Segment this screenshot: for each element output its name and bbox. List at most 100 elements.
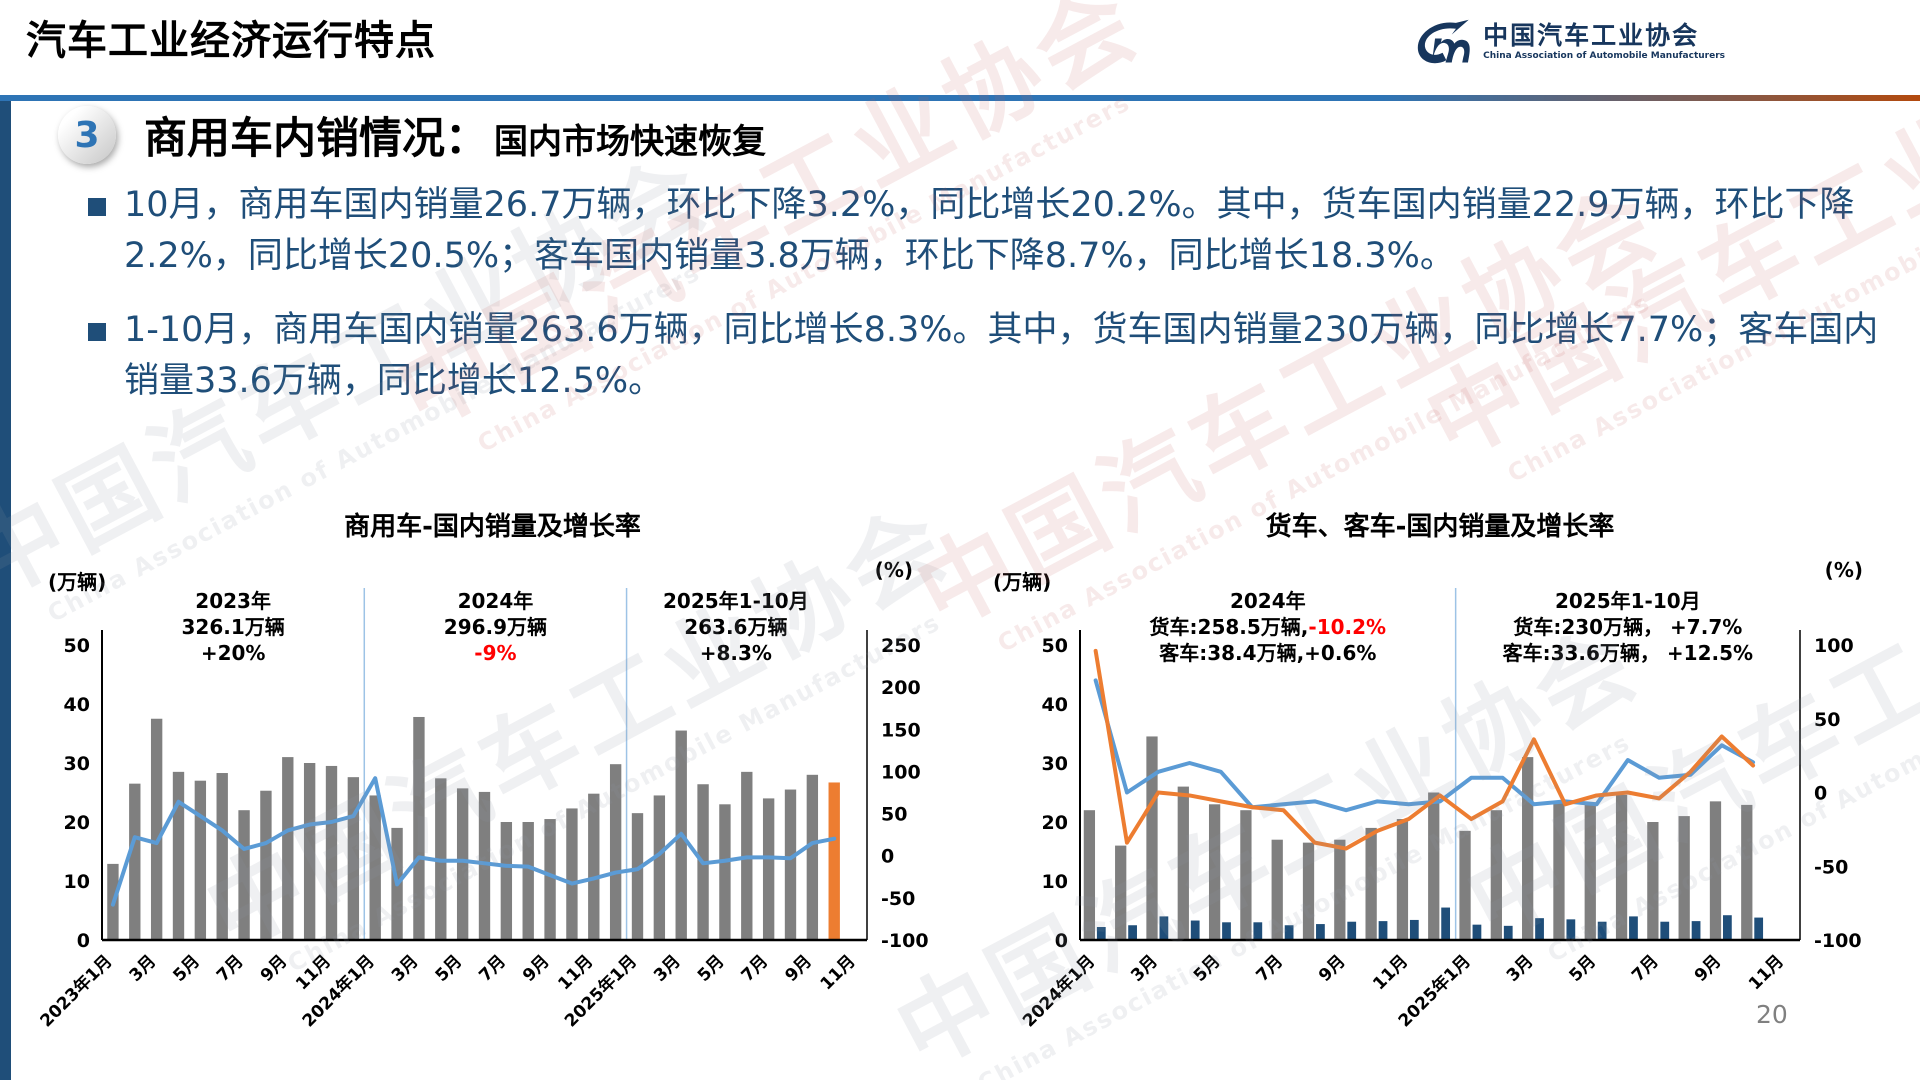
bar	[303, 763, 316, 940]
bar	[1284, 925, 1294, 940]
x-axis-tick: 9月	[257, 951, 292, 986]
caam-logo-en: China Association of Automobile Manufact…	[1483, 51, 1725, 62]
bar	[828, 782, 840, 940]
chart-title: 商用车-国内销量及增长率	[344, 512, 641, 542]
right-axis-unit: (%)	[874, 558, 913, 582]
left-axis-tick: 0	[77, 930, 90, 952]
bar	[806, 774, 819, 940]
bar	[1441, 907, 1451, 940]
left-axis-tick: 30	[1042, 753, 1068, 775]
bullet-item: 1-10月，商用车国内销量263.6万辆，同比增长8.3%。其中，货车国内销量2…	[88, 305, 1888, 408]
right-axis-tick: -50	[881, 888, 915, 910]
x-axis-tick: 7月	[738, 951, 773, 986]
right-axis-tick: 0	[1814, 783, 1827, 805]
bar	[500, 822, 513, 940]
bar	[478, 791, 491, 940]
left-axis-unit: (万辆)	[48, 570, 107, 594]
bar	[1271, 839, 1283, 940]
bar	[653, 795, 666, 940]
x-axis-tick: 3月	[1503, 951, 1538, 986]
x-axis-tick: 2024年1月	[1018, 951, 1099, 1032]
chart-annotation: 2023年 326.1万辆 +20%	[181, 589, 285, 665]
left-axis-tick: 50	[1042, 635, 1068, 657]
x-axis-tick: 5月	[1190, 951, 1225, 986]
bar	[1096, 927, 1106, 940]
section-title: 商用车内销情况：	[144, 114, 488, 164]
x-axis-tick: 9月	[1691, 951, 1726, 986]
bar	[1754, 917, 1764, 940]
bar	[1396, 819, 1409, 940]
caam-logo-mark-icon	[1409, 14, 1473, 70]
bar	[1334, 839, 1346, 940]
bar	[1647, 822, 1659, 940]
x-axis-tick: 7月	[1252, 951, 1287, 986]
bar	[719, 804, 731, 940]
bar	[1378, 921, 1388, 940]
chart-canvas: 0 10 20 30 40 50 100 50 0 -50 -100 2024年1月 3月 5月 7月 9月 1…	[1018, 588, 1862, 1032]
bar	[194, 780, 207, 940]
bar	[631, 813, 644, 940]
bullet-text: 10月，商用车国内销量26.7万辆，环比下降3.2%，同比增长20.2%。其中，…	[124, 185, 1855, 277]
bar	[588, 793, 600, 940]
caam-logo: 中国汽车工业协会 China Association of Automobile…	[1409, 14, 1725, 70]
bar	[172, 771, 185, 940]
left-axis-tick: 40	[1042, 694, 1068, 716]
section-subtitle: 国内市场快速恢复	[494, 122, 766, 162]
bar	[1522, 757, 1534, 940]
right-axis-tick: 50	[881, 804, 907, 826]
bar	[1365, 827, 1377, 940]
bar	[1503, 925, 1513, 940]
bar	[1691, 921, 1701, 940]
bullet-item: 10月，商用车国内销量26.7万辆，环比下降3.2%，同比增长20.2%。其中，…	[88, 180, 1888, 283]
chart-canvas: 0 10 20 30 40 50 250 200 150 100 50 0 -50 -100 2023年1月…	[40, 588, 929, 1031]
bar	[282, 757, 294, 940]
right-axis-unit: (%)	[1824, 558, 1863, 582]
bar	[1347, 921, 1357, 940]
x-axis-tick: 9月	[519, 951, 554, 986]
bar	[1428, 792, 1440, 940]
bar	[1159, 916, 1169, 940]
bar	[1709, 801, 1722, 940]
right-axis-tick: -100	[1814, 930, 1862, 952]
x-axis-tick: 9月	[781, 951, 816, 986]
bar	[1741, 804, 1753, 940]
left-axis-tick: 0	[1055, 930, 1068, 952]
page-title: 汽车工业经济运行特点	[26, 18, 436, 64]
bar	[129, 783, 141, 940]
bar	[1472, 924, 1482, 940]
bar	[1177, 786, 1189, 940]
bar	[347, 777, 360, 940]
right-axis-tick: -100	[881, 930, 929, 952]
x-axis-tick: 11月	[1745, 951, 1788, 994]
bar	[369, 795, 381, 940]
bar	[413, 716, 425, 940]
right-axis-tick: 50	[1814, 709, 1840, 731]
x-axis-tick: 5月	[1566, 951, 1601, 986]
growth-line	[1093, 678, 1756, 813]
chart-annotation: 2024年 货车:258.5万辆,-10.2% 客车:38.4万辆,+0.6%	[1149, 589, 1387, 665]
section-number-badge: 3	[58, 106, 116, 164]
bar	[1459, 830, 1471, 940]
bar	[1240, 810, 1252, 940]
bar	[1208, 804, 1221, 940]
chart-title: 货车、客车-国内销量及增长率	[1265, 512, 1615, 542]
x-axis-tick: 5月	[432, 951, 467, 986]
right-axis-tick: 200	[881, 677, 921, 699]
left-axis-tick: 30	[64, 753, 90, 775]
left-axis-tick: 50	[64, 635, 90, 657]
chart-annotation: 2025年1-10月 263.6万辆 +8.3%	[662, 589, 809, 665]
bar	[1083, 810, 1096, 940]
x-axis-tick: 7月	[213, 951, 248, 986]
bar	[1146, 736, 1158, 940]
header-divider	[0, 95, 1920, 101]
bar	[1409, 919, 1419, 940]
growth-line	[1093, 648, 1756, 851]
bar	[1190, 920, 1200, 940]
bar	[1128, 925, 1137, 940]
chart-annotation: 2024年 296.9万辆 -9%	[443, 589, 548, 665]
left-axis-tick: 10	[1042, 871, 1068, 893]
right-axis-tick: -50	[1814, 856, 1848, 878]
bar	[1629, 916, 1638, 940]
x-axis-tick: 5月	[694, 951, 729, 986]
section-heading: 3 商用车内销情况： 国内市场快速恢复	[58, 104, 766, 166]
